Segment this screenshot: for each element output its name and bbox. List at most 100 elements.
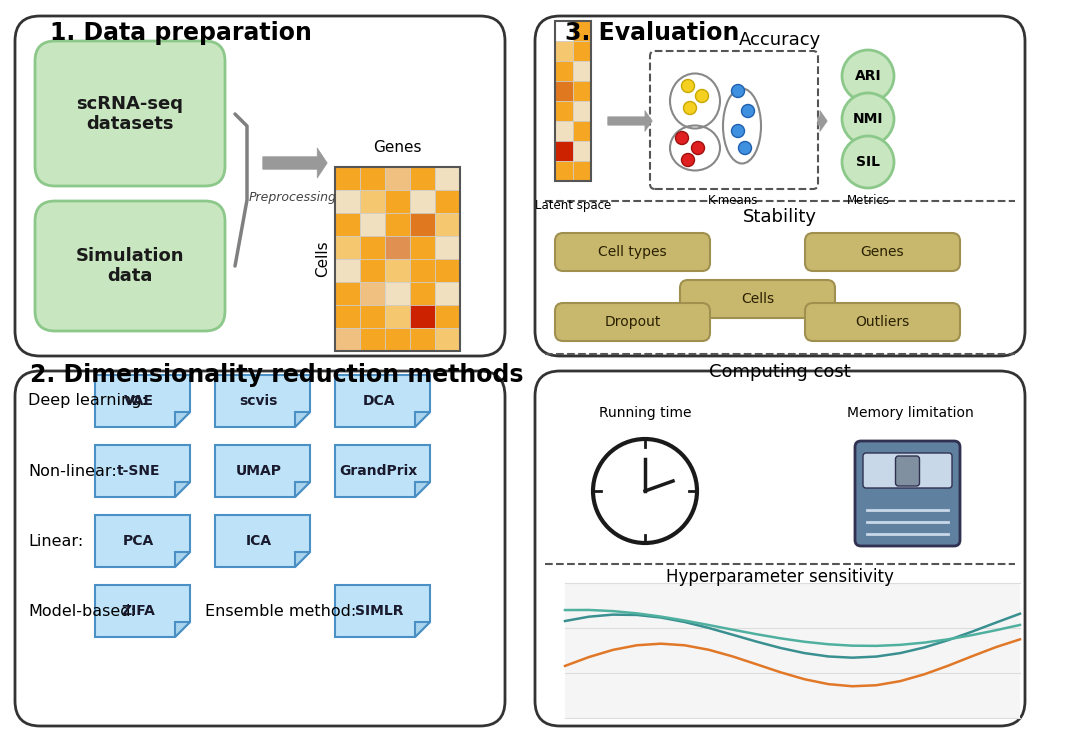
Bar <box>573 141 591 161</box>
Text: DCA: DCA <box>363 394 395 408</box>
Polygon shape <box>295 412 310 427</box>
Polygon shape <box>95 375 190 427</box>
Text: Stability: Stability <box>743 208 816 226</box>
Circle shape <box>842 50 894 102</box>
Bar <box>555 121 573 141</box>
Bar <box>410 213 435 236</box>
Circle shape <box>675 132 689 144</box>
Bar <box>410 328 435 351</box>
Bar <box>435 167 460 190</box>
Bar <box>573 161 591 181</box>
Text: SIMLR: SIMLR <box>354 604 403 618</box>
Bar <box>335 259 360 282</box>
FancyBboxPatch shape <box>35 41 225 186</box>
FancyBboxPatch shape <box>15 16 505 356</box>
Text: Genes: Genes <box>861 245 904 259</box>
Text: Genes: Genes <box>374 140 422 155</box>
Bar <box>335 282 360 305</box>
Text: Running time: Running time <box>598 406 691 420</box>
Bar <box>555 21 573 41</box>
Bar <box>335 213 360 236</box>
Text: ARI: ARI <box>854 69 881 83</box>
Bar <box>384 213 410 236</box>
Bar <box>435 282 460 305</box>
Circle shape <box>842 93 894 145</box>
Text: NMI: NMI <box>853 112 883 126</box>
Text: VAE: VAE <box>124 394 153 408</box>
Text: 3. Evaluation: 3. Evaluation <box>565 21 740 45</box>
Text: ICA: ICA <box>245 534 272 548</box>
FancyBboxPatch shape <box>680 280 835 318</box>
Circle shape <box>684 102 697 115</box>
Polygon shape <box>175 412 190 427</box>
Circle shape <box>681 154 694 166</box>
Bar <box>555 21 591 181</box>
Text: Dropout: Dropout <box>605 315 661 329</box>
Bar <box>360 236 384 259</box>
Bar <box>410 236 435 259</box>
Bar <box>384 236 410 259</box>
Bar <box>435 259 460 282</box>
Text: SIL: SIL <box>856 155 880 169</box>
Text: 2. Dimensionality reduction methods: 2. Dimensionality reduction methods <box>30 363 524 387</box>
Bar <box>565 583 1020 718</box>
Text: Non-linear:: Non-linear: <box>28 464 117 478</box>
Bar <box>360 282 384 305</box>
Circle shape <box>731 124 744 138</box>
Polygon shape <box>175 552 190 567</box>
Bar <box>435 236 460 259</box>
Polygon shape <box>415 482 430 497</box>
Bar <box>384 282 410 305</box>
Polygon shape <box>335 585 430 637</box>
Circle shape <box>731 85 744 97</box>
FancyBboxPatch shape <box>535 371 1025 726</box>
Polygon shape <box>95 515 190 567</box>
Circle shape <box>691 141 704 155</box>
FancyBboxPatch shape <box>555 233 710 271</box>
Polygon shape <box>215 375 310 427</box>
Circle shape <box>842 136 894 188</box>
Text: Cell types: Cell types <box>598 245 666 259</box>
Bar <box>410 305 435 328</box>
Polygon shape <box>95 585 190 637</box>
Bar <box>360 259 384 282</box>
Text: Computing cost: Computing cost <box>710 363 851 381</box>
Bar <box>555 41 573 61</box>
Polygon shape <box>295 552 310 567</box>
Bar <box>555 101 573 121</box>
Bar <box>335 190 360 213</box>
Bar <box>555 161 573 181</box>
Polygon shape <box>415 412 430 427</box>
Text: scvis: scvis <box>240 394 278 408</box>
FancyBboxPatch shape <box>15 371 505 726</box>
FancyBboxPatch shape <box>895 456 919 486</box>
Text: Cells: Cells <box>315 241 330 277</box>
Text: Cells: Cells <box>741 292 774 306</box>
Bar <box>384 167 410 190</box>
Polygon shape <box>335 445 430 497</box>
Bar <box>335 167 360 190</box>
Bar <box>360 213 384 236</box>
Polygon shape <box>415 622 430 637</box>
Polygon shape <box>215 515 310 567</box>
Bar <box>555 141 573 161</box>
Bar <box>335 167 460 351</box>
Text: Latent space: Latent space <box>535 199 611 212</box>
Circle shape <box>696 90 708 102</box>
Bar <box>435 328 460 351</box>
Text: Ensemble method:: Ensemble method: <box>205 604 356 618</box>
Bar <box>335 328 360 351</box>
Text: Hyperparameter sensitivity: Hyperparameter sensitivity <box>666 568 894 586</box>
FancyBboxPatch shape <box>855 441 960 546</box>
Bar <box>410 190 435 213</box>
Bar <box>555 61 573 81</box>
FancyBboxPatch shape <box>805 233 960 271</box>
Text: GrandPrix: GrandPrix <box>339 464 418 478</box>
Bar <box>573 61 591 81</box>
Text: Metrics: Metrics <box>847 194 890 207</box>
Text: Linear:: Linear: <box>28 534 83 548</box>
Circle shape <box>742 105 755 118</box>
Circle shape <box>681 79 694 93</box>
FancyBboxPatch shape <box>805 303 960 341</box>
Text: K-means: K-means <box>707 194 758 207</box>
